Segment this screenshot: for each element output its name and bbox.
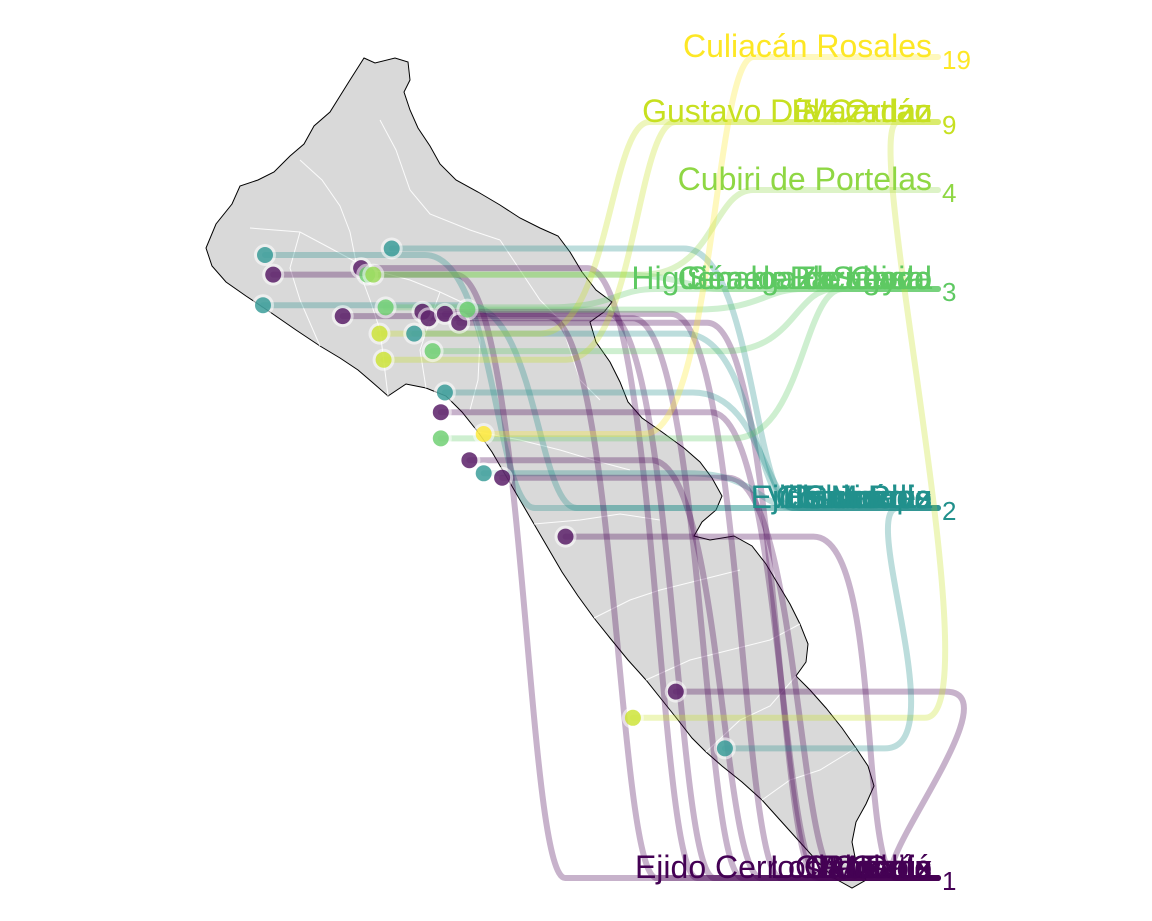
destination-label: Escuinapa xyxy=(783,479,933,515)
destination-label: Ciénega de Casal xyxy=(678,260,932,296)
destination-label: Tamazula xyxy=(795,479,932,515)
destination-label: San Blas xyxy=(804,479,932,515)
destination-label: Guasave xyxy=(804,479,932,515)
flow-line xyxy=(262,252,941,511)
flow-line xyxy=(388,245,941,511)
origin-point xyxy=(436,384,453,401)
origin-point xyxy=(494,469,511,486)
origin-point xyxy=(383,240,400,257)
flow-line xyxy=(270,271,941,881)
flow-line xyxy=(562,533,941,881)
destination-label: El Carrizo xyxy=(792,93,932,129)
flow-line xyxy=(382,286,941,311)
destination-label: Bacubirito xyxy=(790,260,932,296)
destination-label: Ejido Cerro Cabezón xyxy=(635,849,932,885)
origin-point xyxy=(432,430,449,447)
flow-line xyxy=(480,54,941,437)
origin-point xyxy=(432,404,449,421)
flow-line xyxy=(358,265,941,881)
destination-label: Ejido Mochis xyxy=(751,479,932,515)
destination-label: Eldorado xyxy=(804,479,932,515)
origin-point xyxy=(459,301,476,318)
origin-point xyxy=(667,683,684,700)
origin-point xyxy=(265,266,282,283)
destination-label: Concordia xyxy=(786,479,932,515)
origin-point xyxy=(375,351,392,368)
origin-point xyxy=(624,709,641,726)
flow-line xyxy=(480,470,941,511)
flow-line xyxy=(441,310,941,881)
flow-line xyxy=(260,302,941,511)
origin-point xyxy=(406,325,423,342)
flow-line xyxy=(339,313,941,881)
origin-point xyxy=(461,452,478,469)
origin-point xyxy=(257,247,273,263)
flow-lines xyxy=(260,54,967,881)
origin-point xyxy=(475,426,492,442)
count-label: 9 xyxy=(942,110,956,140)
count-label: 2 xyxy=(942,496,956,526)
flow-line xyxy=(466,457,941,881)
destination-label: Gustavo Díaz Ordaz xyxy=(642,93,932,129)
origin-point xyxy=(716,740,733,757)
count-label: 4 xyxy=(942,178,956,208)
destination-label: Villa Juárez xyxy=(767,479,932,515)
origin-point xyxy=(436,305,453,322)
destination-label: Choix xyxy=(850,849,932,885)
flow-line xyxy=(721,505,941,752)
origin-point xyxy=(475,465,492,482)
destination-label: Costa Rica xyxy=(776,479,933,515)
flow-line xyxy=(364,271,941,292)
destination-label: Elota xyxy=(859,849,932,885)
flow-line xyxy=(411,330,941,511)
destination-label: El Salado xyxy=(795,260,932,296)
origin-point xyxy=(377,299,394,316)
flow-line xyxy=(441,389,941,511)
flow-line xyxy=(370,187,941,278)
origin-point xyxy=(424,343,441,360)
flow-line xyxy=(437,286,941,442)
origin-point xyxy=(557,528,574,545)
origin-point xyxy=(365,266,382,283)
flow-line xyxy=(425,315,941,881)
destination-label: Rosario xyxy=(822,849,932,885)
flow-line xyxy=(437,409,941,881)
flow-line xyxy=(672,688,967,881)
destination-label: Higuera de Zaragoza xyxy=(631,260,932,296)
destination-label: Mazatlán xyxy=(802,93,932,129)
count-label: 1 xyxy=(942,866,956,896)
destination-label: Sinaloa de Leyva xyxy=(686,260,932,296)
destination-label: Los Mochis xyxy=(770,849,932,885)
destination-label: La Cruz xyxy=(820,849,932,885)
destination-label: Cubiri de Portelas xyxy=(678,161,932,197)
flow-line xyxy=(464,286,941,313)
flow-line xyxy=(376,119,941,337)
origin-points xyxy=(252,237,736,760)
flow-line xyxy=(380,119,941,363)
destination-label: Cosalá xyxy=(832,849,932,885)
destination-label: Culiacán Rosales xyxy=(683,28,932,64)
origin-point xyxy=(371,325,388,342)
count-label: 19 xyxy=(942,45,971,75)
destination-label: Mocorito xyxy=(809,849,932,885)
flow-line xyxy=(419,308,941,881)
flow-line xyxy=(429,286,941,355)
origin-point xyxy=(420,310,437,327)
flow-line xyxy=(629,119,949,721)
flow-line xyxy=(456,319,941,881)
count-label: 3 xyxy=(942,277,956,307)
destination-label: Chametla xyxy=(795,849,932,885)
origin-point xyxy=(334,308,351,325)
origin-point xyxy=(255,297,271,314)
flow-line xyxy=(499,474,941,881)
